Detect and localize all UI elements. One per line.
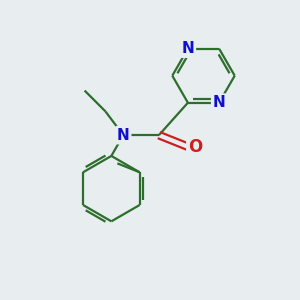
Text: O: O [188, 138, 202, 156]
Text: N: N [182, 41, 194, 56]
Text: N: N [117, 128, 130, 142]
Text: N: N [213, 95, 226, 110]
